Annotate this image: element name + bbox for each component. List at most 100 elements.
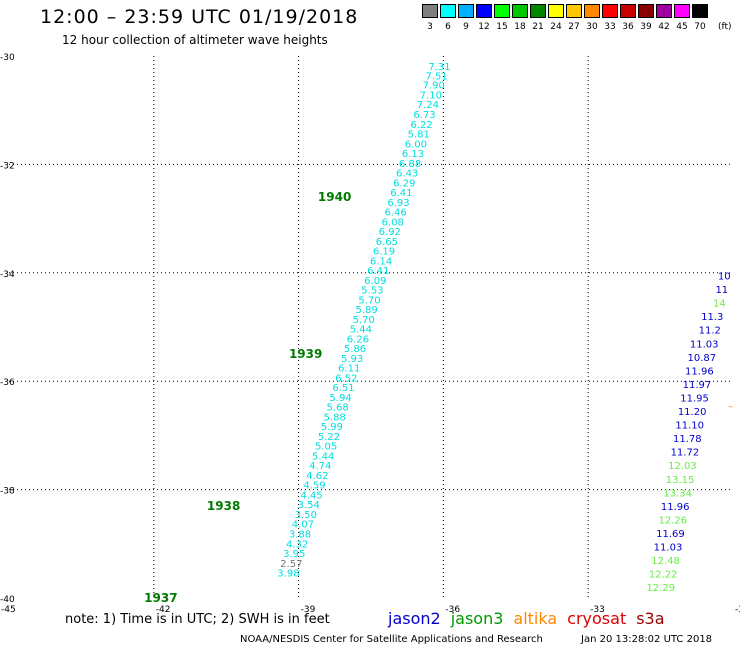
legend-label: 12 — [478, 22, 490, 32]
time-label: 1939 — [289, 347, 322, 361]
wave-height-value: 5.44 — [312, 451, 334, 462]
wave-height-value: 11.96 — [661, 502, 690, 513]
legend-swatch-30 — [584, 4, 600, 18]
wave-height-value: 5.86 — [344, 344, 366, 355]
wave-height-value: 5.99 — [321, 422, 343, 433]
wave-height-value: 12.26 — [659, 515, 688, 526]
wave-height-value: 7.51 — [425, 72, 447, 83]
wave-height-value: 6.43 — [396, 169, 418, 180]
legend-label: 18 — [514, 22, 526, 32]
legend-label: 21 — [532, 22, 544, 32]
time-labels: 1940 1939 1938 1937 — [144, 190, 351, 605]
wave-height-value: 6.46 — [384, 208, 406, 219]
wave-height-value: 14 — [713, 299, 726, 310]
chart-title: 12:00 – 23:59 UTC 01/19/2018 — [40, 6, 359, 28]
x-tick-label: -36 — [445, 605, 460, 615]
time-label: 1940 — [318, 190, 351, 204]
legend-label: 45 — [676, 22, 688, 32]
wave-height-value: 11 — [715, 285, 728, 296]
wave-height-value: 6.29 — [393, 178, 415, 189]
wave-height-value: 11.78 — [673, 434, 702, 445]
wave-height-value: 6.88 — [399, 159, 421, 170]
wave-height-value: 11.10 — [675, 421, 704, 432]
wave-height-value: 4.74 — [309, 461, 331, 472]
wave-height-value: 11.3 — [701, 312, 723, 323]
wave-height-value: 6.41 — [390, 188, 412, 199]
legend-swatch-24 — [548, 4, 564, 18]
wave-height-value: 5.93 — [341, 354, 363, 365]
legend-label: 70 — [694, 22, 706, 32]
legend-swatch-18 — [512, 4, 528, 18]
legend-label: 30 — [586, 22, 598, 32]
legend-label: 15 — [496, 22, 508, 32]
y-tick-label: -34 — [0, 270, 15, 280]
legend-label: 9 — [463, 22, 469, 32]
legend-swatch-9 — [458, 4, 474, 18]
legend-swatch-21 — [530, 4, 546, 18]
legend-swatch-45 — [674, 4, 690, 18]
wave-height-value: 6.52 — [335, 373, 357, 384]
wave-height-value: 4.45 — [300, 490, 322, 501]
y-tick-label: -36 — [0, 378, 15, 388]
data-points: 7.317.517.907.107.246.736.225.816.006.13… — [277, 62, 733, 594]
x-tick-label: -39 — [301, 605, 316, 615]
wave-height-value: 12.22 — [649, 570, 678, 581]
wave-height-value: 3.54 — [298, 500, 320, 511]
y-tick-label: -38 — [0, 487, 15, 497]
wave-height-value: 5.88 — [324, 412, 346, 423]
legend-swatch-70 — [692, 4, 708, 18]
legend-label: 27 — [568, 22, 580, 32]
legend-swatch-3 — [422, 4, 438, 18]
satellite-cryosat: cryosat — [567, 609, 627, 628]
wave-height-value: 3.88 — [289, 530, 311, 541]
legend-label: 39 — [640, 22, 652, 32]
satellite-jason2: jason2 — [388, 609, 441, 628]
wave-height-value: 11.2 — [699, 326, 721, 337]
wave-height-value: 6.65 — [376, 237, 398, 248]
wave-height-value: 11.96 — [685, 366, 714, 377]
legend-label: 42 — [658, 22, 670, 32]
wave-height-value: 12.03 — [668, 461, 697, 472]
wave-height-value: 5.44 — [350, 325, 372, 336]
wave-height-value: 6.26 — [347, 334, 369, 345]
wave-height-value: 5.89 — [355, 305, 377, 316]
wave-height-value: 13.34 — [663, 488, 692, 499]
wave-height-value: 7.24 — [417, 100, 439, 111]
x-tick-label: -33 — [590, 605, 605, 615]
wave-height-value: 11.20 — [678, 407, 707, 418]
chart-subtitle: 12 hour collection of altimeter wave hei… — [62, 33, 328, 47]
wave-height-value: 3.95 — [283, 549, 305, 560]
legend-label: 6 — [445, 22, 451, 32]
legend-label: 24 — [550, 22, 562, 32]
wave-height-value: 4.59 — [303, 481, 325, 492]
axis-ticks: -45 -42 -39 -36 -33 -30 -30 -32 -34 -36 -38 -40 — [0, 53, 740, 615]
legend-swatch-6 — [440, 4, 456, 18]
wave-height-value: 5.05 — [315, 442, 337, 453]
wave-height-value: 7.10 — [420, 90, 442, 101]
satellite-legend: jason2 jason3 altika cryosat s3a — [388, 609, 675, 628]
time-label: 1938 — [207, 499, 240, 513]
wave-height-value: 5.81 — [408, 130, 430, 141]
wave-height-value: 11.72 — [671, 448, 700, 459]
wave-height-value: 5.68 — [327, 403, 349, 414]
y-tick-label: -30 — [0, 53, 15, 63]
legend-label: 3 — [427, 22, 433, 32]
time-label: 1937 — [144, 591, 177, 605]
satellite-s3a: s3a — [636, 609, 665, 628]
wave-height-value: 12.29 — [646, 583, 675, 594]
wave-height-value: 7.90 — [423, 81, 445, 92]
wave-height-value: 6.13 — [402, 149, 424, 160]
wave-height-value: 10 — [718, 272, 731, 283]
wave-height-value: – — [728, 402, 733, 413]
wave-height-value: 6.09 — [364, 276, 386, 287]
wave-height-value: 6.73 — [413, 110, 435, 121]
wave-height-value: 6.41 — [367, 266, 389, 277]
x-tick-label: -30 — [735, 605, 740, 615]
legend-unit: (ft) — [718, 22, 732, 32]
wave-height-value: 4.32 — [286, 539, 308, 550]
legend-swatch-33 — [602, 4, 618, 18]
wave-height-value: 5.94 — [329, 393, 351, 404]
grid-lines — [9, 56, 733, 598]
wave-height-value: 5.22 — [318, 432, 340, 443]
